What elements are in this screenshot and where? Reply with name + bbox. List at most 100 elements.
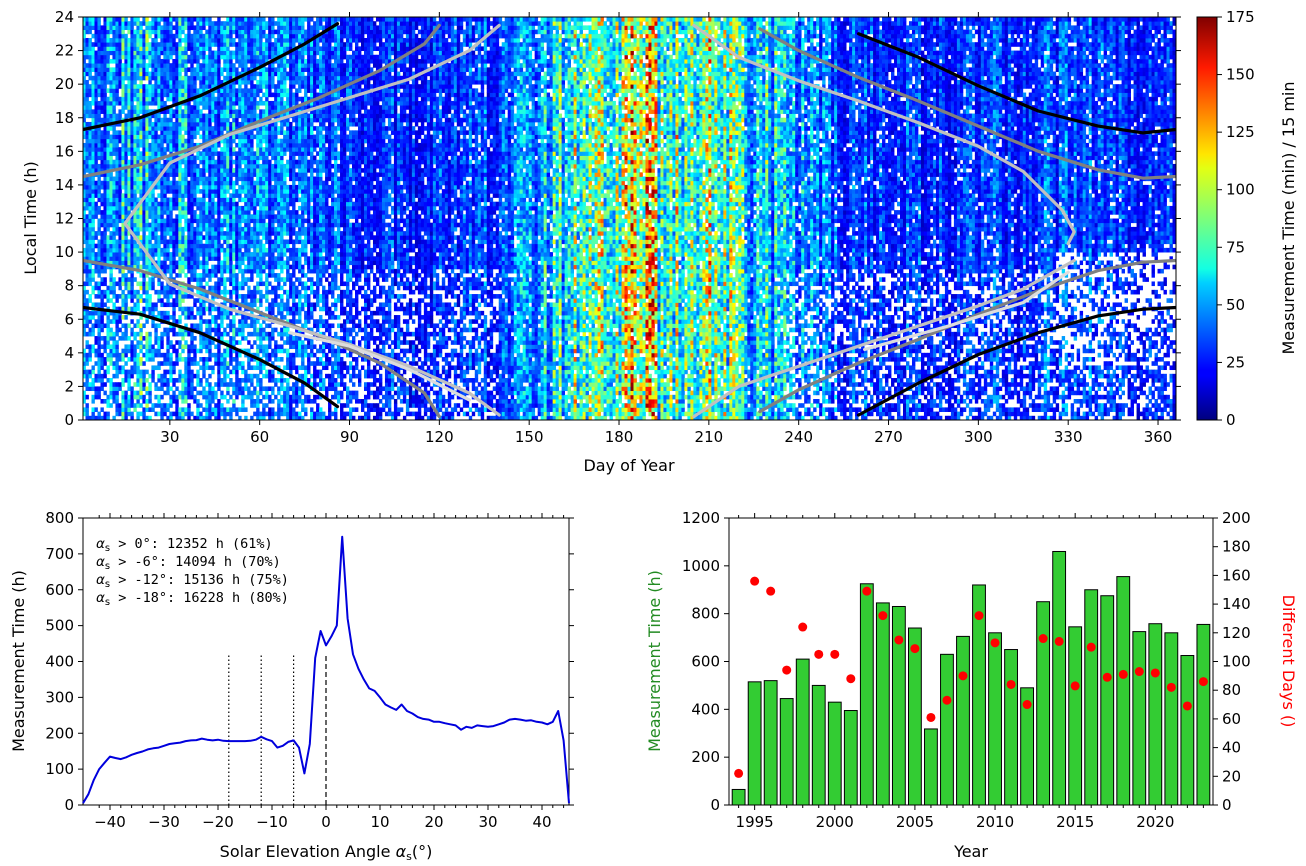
- heatmap-cell: [103, 399, 106, 404]
- heatmap-cell: [121, 80, 124, 85]
- heatmap-cell: [85, 315, 88, 320]
- heatmap-cell: [127, 151, 130, 156]
- heatmap-cell: [97, 147, 100, 152]
- heatmap-cell: [94, 252, 97, 257]
- heatmap-cell: [100, 55, 103, 60]
- heatmap-cell: [91, 323, 94, 328]
- heatmap-cell: [118, 382, 121, 387]
- heatmap-cell: [130, 391, 133, 396]
- heatmap-cell: [94, 349, 97, 354]
- heatmap-cell: [97, 294, 100, 299]
- heatmap-cell: [124, 395, 127, 400]
- heatmap-cell: [88, 55, 91, 60]
- heatmap-cell: [115, 244, 118, 249]
- heatmap-cell: [91, 97, 94, 102]
- heatmap-cell: [106, 114, 109, 119]
- heatmap-cell: [100, 135, 103, 140]
- heatmap-cell: [121, 206, 124, 211]
- heatmap-cell: [91, 101, 94, 106]
- heatmap-cell: [103, 412, 106, 417]
- heatmap-cell: [100, 30, 103, 35]
- heatmap-cell: [97, 46, 100, 51]
- heatmap-cell: [85, 357, 88, 362]
- heatmap-cell: [118, 21, 121, 26]
- heatmap-cell: [103, 248, 106, 253]
- heatmap-cell: [112, 349, 115, 354]
- heatmap-cell: [103, 151, 106, 156]
- heatmap-cell: [115, 76, 118, 81]
- heatmap-cell: [85, 403, 88, 408]
- heatmap-cell: [88, 357, 91, 362]
- heatmap-cell: [109, 231, 112, 236]
- heatmap-cell: [97, 72, 100, 77]
- heatmap-cell: [115, 332, 118, 337]
- heatmap-cell: [115, 130, 118, 135]
- heatmap-cell: [85, 370, 88, 375]
- heatmap-cell: [121, 244, 124, 249]
- heatmap-cell: [88, 139, 91, 144]
- heatmap-cell: [124, 189, 127, 194]
- heatmap-cell: [88, 294, 91, 299]
- heatmap-cell: [121, 76, 124, 81]
- heatmap-cell: [85, 382, 88, 387]
- heatmap-cell: [85, 311, 88, 316]
- heatmap-cell: [124, 42, 127, 47]
- heatmap-cell: [124, 399, 127, 404]
- heatmap-cell: [106, 185, 109, 190]
- heatmap-cell: [103, 302, 106, 307]
- heatmap-cell: [127, 386, 130, 391]
- heatmap-cell: [106, 206, 109, 211]
- heatmap-cell: [85, 21, 88, 26]
- heatmap-cell: [106, 160, 109, 165]
- heatmap-cell: [112, 177, 115, 182]
- heatmap-cell: [124, 130, 127, 135]
- heatmap-cell: [127, 294, 130, 299]
- heatmap-cell: [115, 223, 118, 228]
- heatmap-cell: [130, 353, 133, 358]
- heatmap-cell: [85, 235, 88, 240]
- heatmap-cell: [100, 298, 103, 303]
- heatmap-cell: [121, 260, 124, 265]
- heatmap-cell: [91, 160, 94, 165]
- heatmap-cell: [109, 109, 112, 114]
- heatmap-cell: [94, 214, 97, 219]
- heatmap-cell: [100, 164, 103, 169]
- heatmap-cell: [94, 25, 97, 30]
- heatmap-cell: [88, 30, 91, 35]
- heatmap-cell: [115, 156, 118, 161]
- heatmap-cell: [106, 164, 109, 169]
- heatmap-cell: [94, 164, 97, 169]
- heatmap-cell: [94, 55, 97, 60]
- heatmap-cell: [112, 248, 115, 253]
- heatmap-cell: [109, 223, 112, 228]
- heatmap-cell: [106, 323, 109, 328]
- heatmap-cell: [115, 114, 118, 119]
- heatmap-cell: [109, 357, 112, 362]
- heatmap-cell: [97, 328, 100, 333]
- heatmap-cell: [106, 46, 109, 51]
- heatmap-cell: [88, 198, 91, 203]
- heatmap-cell: [94, 193, 97, 198]
- heatmap-cell: [112, 235, 115, 240]
- heatmap-cell: [121, 353, 124, 358]
- heatmap-cell: [118, 55, 121, 60]
- heatmap-cell: [121, 109, 124, 114]
- heatmap-cell: [103, 244, 106, 249]
- heatmap-cell: [100, 143, 103, 148]
- heatmap-cell: [109, 395, 112, 400]
- heatmap-cell: [130, 412, 133, 417]
- heatmap-cell: [100, 130, 103, 135]
- heatmap-cell: [97, 51, 100, 56]
- heatmap-cell: [106, 76, 109, 81]
- heatmap-cell: [118, 67, 121, 72]
- heatmap-cell: [85, 147, 88, 152]
- heatmap-cell: [94, 30, 97, 35]
- heatmap-cell: [121, 67, 124, 72]
- heatmap-cell: [88, 328, 91, 333]
- heatmap-cell: [100, 93, 103, 98]
- heatmap-cell: [85, 55, 88, 60]
- heatmap-cell: [118, 101, 121, 106]
- heatmap-cell: [127, 378, 130, 383]
- heatmap-cell: [94, 109, 97, 114]
